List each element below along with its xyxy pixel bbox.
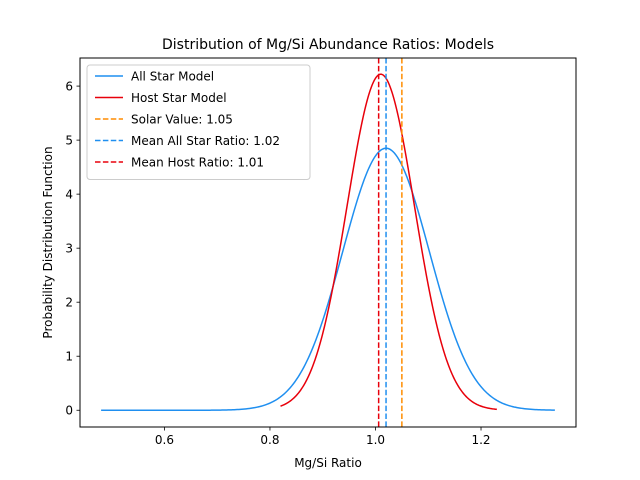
x-tick-label: 0.6: [155, 433, 174, 447]
plot-frame: [79, 57, 577, 428]
legend: All Star Model Host Star Model Solar Value…: [86, 64, 311, 180]
legend-box: [86, 64, 311, 180]
y-tick-label: 3: [65, 241, 73, 255]
legend-label-solar-value-1-05: Solar Value: 1.05: [131, 112, 233, 126]
x-axis: 0.6 0.8 1.0 1.2: [155, 427, 491, 447]
legend-label-all-star-model: All Star Model: [131, 69, 214, 83]
legend-label-host-star-model: Host Star Model: [131, 91, 227, 105]
y-tick-label: 6: [65, 79, 73, 93]
y-tick-label: 5: [65, 133, 73, 147]
x-tick-label: 1.0: [366, 433, 385, 447]
y-tick-label: 4: [65, 187, 73, 201]
x-tick-label: 1.2: [471, 433, 490, 447]
y-tick-label: 1: [65, 350, 73, 364]
chart-title: Distribution of Mg/Si Abundance Ratios: …: [162, 37, 494, 53]
x-tick-label: 0.8: [260, 433, 279, 447]
x-axis-label: Mg/Si Ratio: [294, 456, 362, 470]
y-tick-label: 2: [65, 295, 73, 309]
y-axis-label: Probability Distribution Function: [41, 146, 55, 338]
legend-label-mean-all-star-ratio-1-02: Mean All Star Ratio: 1.02: [131, 134, 280, 148]
y-axis: 0 1 2 3 4 5 6: [65, 79, 80, 418]
legend-label-mean-host-ratio-1-01: Mean Host Ratio: 1.01: [131, 155, 264, 169]
y-tick-label: 0: [65, 404, 73, 418]
series-line-host-star-model: [280, 73, 497, 411]
series-line-all-star-model: [101, 147, 555, 411]
